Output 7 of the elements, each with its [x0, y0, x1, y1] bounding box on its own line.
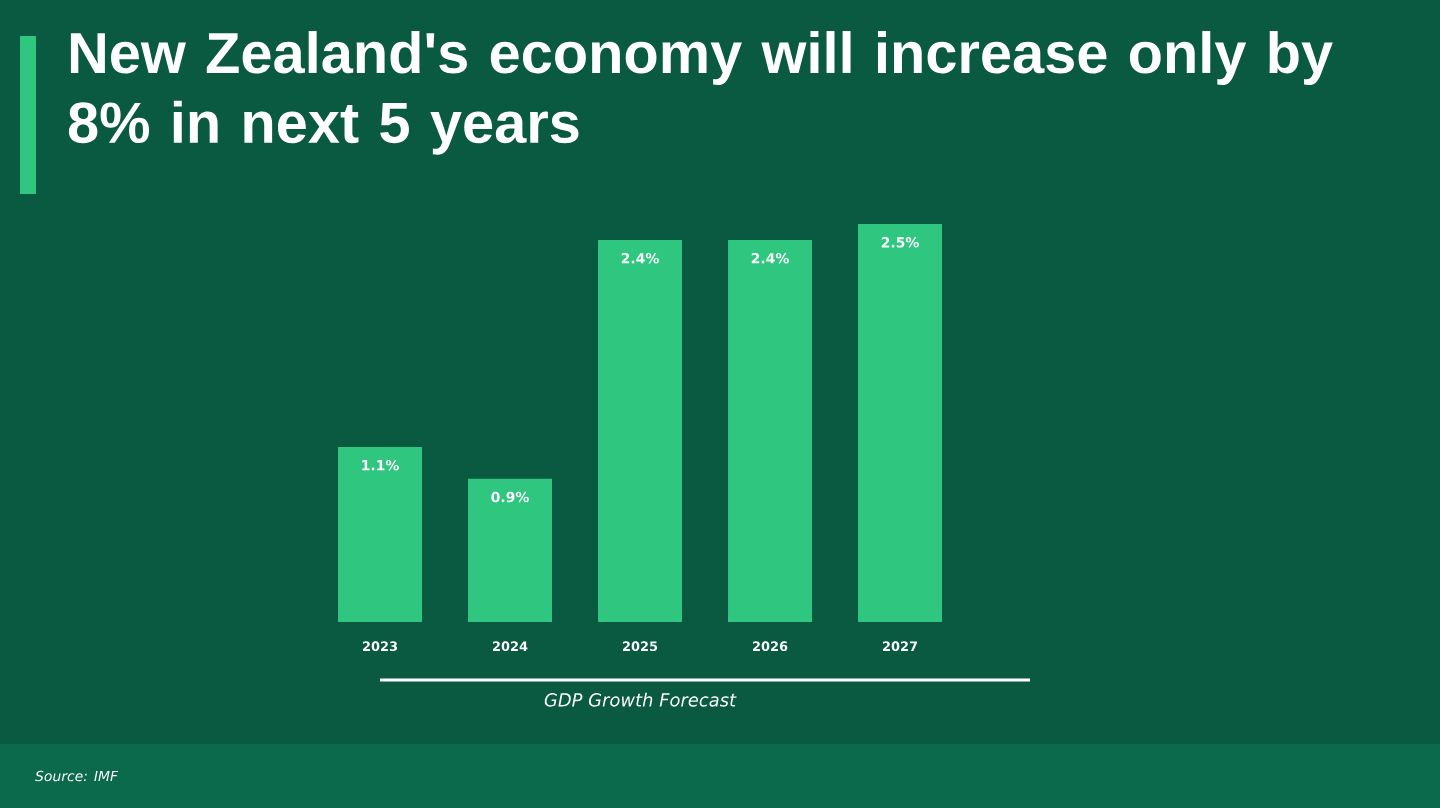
chart-title: New Zealand's economy will increase only by 8% in next 5 years [68, 31, 1333, 155]
bar [598, 239, 683, 622]
x-axis-title: GDP Growth Forecast [544, 692, 737, 707]
bar [338, 446, 423, 622]
bar [728, 239, 813, 622]
bar [858, 224, 943, 622]
bar [468, 478, 553, 622]
